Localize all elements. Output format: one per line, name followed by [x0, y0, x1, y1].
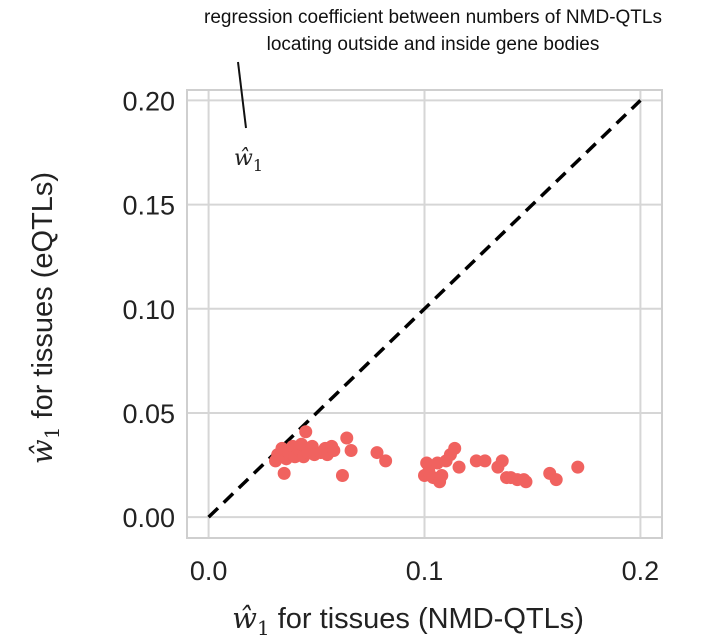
x-axis-label: ŵ1 for tissues (NMD-QTLs) — [232, 601, 584, 640]
y-tick-label-3: 0.15 — [122, 191, 175, 221]
annotation-line-1: regression coefficient between numbers o… — [204, 7, 662, 28]
y-tick-label-4: 0.20 — [122, 86, 175, 116]
x-tick-labels: 0.0 0.1 0.2 — [190, 556, 659, 586]
x-tick-label-1: 0.1 — [406, 556, 444, 586]
data-point-0-37 — [478, 454, 492, 468]
data-points — [269, 425, 585, 489]
data-point-0-23 — [370, 446, 384, 460]
data-point-0-31 — [435, 468, 449, 482]
data-point-0-11 — [299, 425, 313, 439]
annotation-line-2: locating outside and inside gene bodies — [266, 34, 600, 55]
x-axis-label-symbol: ŵ — [232, 601, 257, 635]
y-axis-label-sub: 1 — [40, 427, 64, 440]
data-point-0-19 — [327, 443, 341, 457]
data-point-0-39 — [495, 454, 509, 468]
annotation-symbol: ŵ — [234, 146, 253, 171]
x-axis-label-sub: 1 — [257, 616, 270, 640]
y-tick-label-2: 0.10 — [122, 295, 175, 325]
y-tick-labels: 0.00 0.05 0.10 0.15 0.20 — [122, 86, 175, 533]
y-tick-label-0: 0.00 — [122, 503, 175, 533]
annotation-text: regression coefficient between numbers o… — [140, 4, 726, 58]
data-point-0-44 — [519, 475, 533, 489]
x-axis-label-text: for tissues (NMD-QTLs) — [270, 603, 584, 635]
data-point-0-20 — [335, 468, 349, 482]
data-point-0-21 — [340, 431, 354, 445]
x-tick-label-2: 0.2 — [622, 556, 660, 586]
y-axis-label: ŵ1 for tissues (eQTLs) — [25, 172, 64, 464]
annotation-symbol-label: ŵ1 — [234, 146, 263, 175]
y-axis-label-symbol: ŵ — [25, 439, 59, 464]
plot-frame — [186, 89, 663, 539]
reference-line-y-equals-x — [207, 99, 642, 519]
annotation-symbol-sub: 1 — [253, 156, 263, 175]
y-axis-label-text: for tissues (eQTLs) — [27, 172, 59, 427]
data-point-0-3 — [277, 466, 291, 480]
annotation-pointer-line — [237, 61, 247, 129]
data-point-0-34 — [448, 441, 462, 455]
data-point-0-47 — [571, 460, 585, 474]
data-point-0-22 — [344, 443, 358, 457]
x-tick-label-0: 0.0 — [190, 556, 228, 586]
data-point-0-35 — [452, 460, 466, 474]
data-point-0-24 — [379, 454, 393, 468]
y-tick-label-1: 0.05 — [122, 399, 175, 429]
data-point-0-46 — [549, 473, 563, 487]
